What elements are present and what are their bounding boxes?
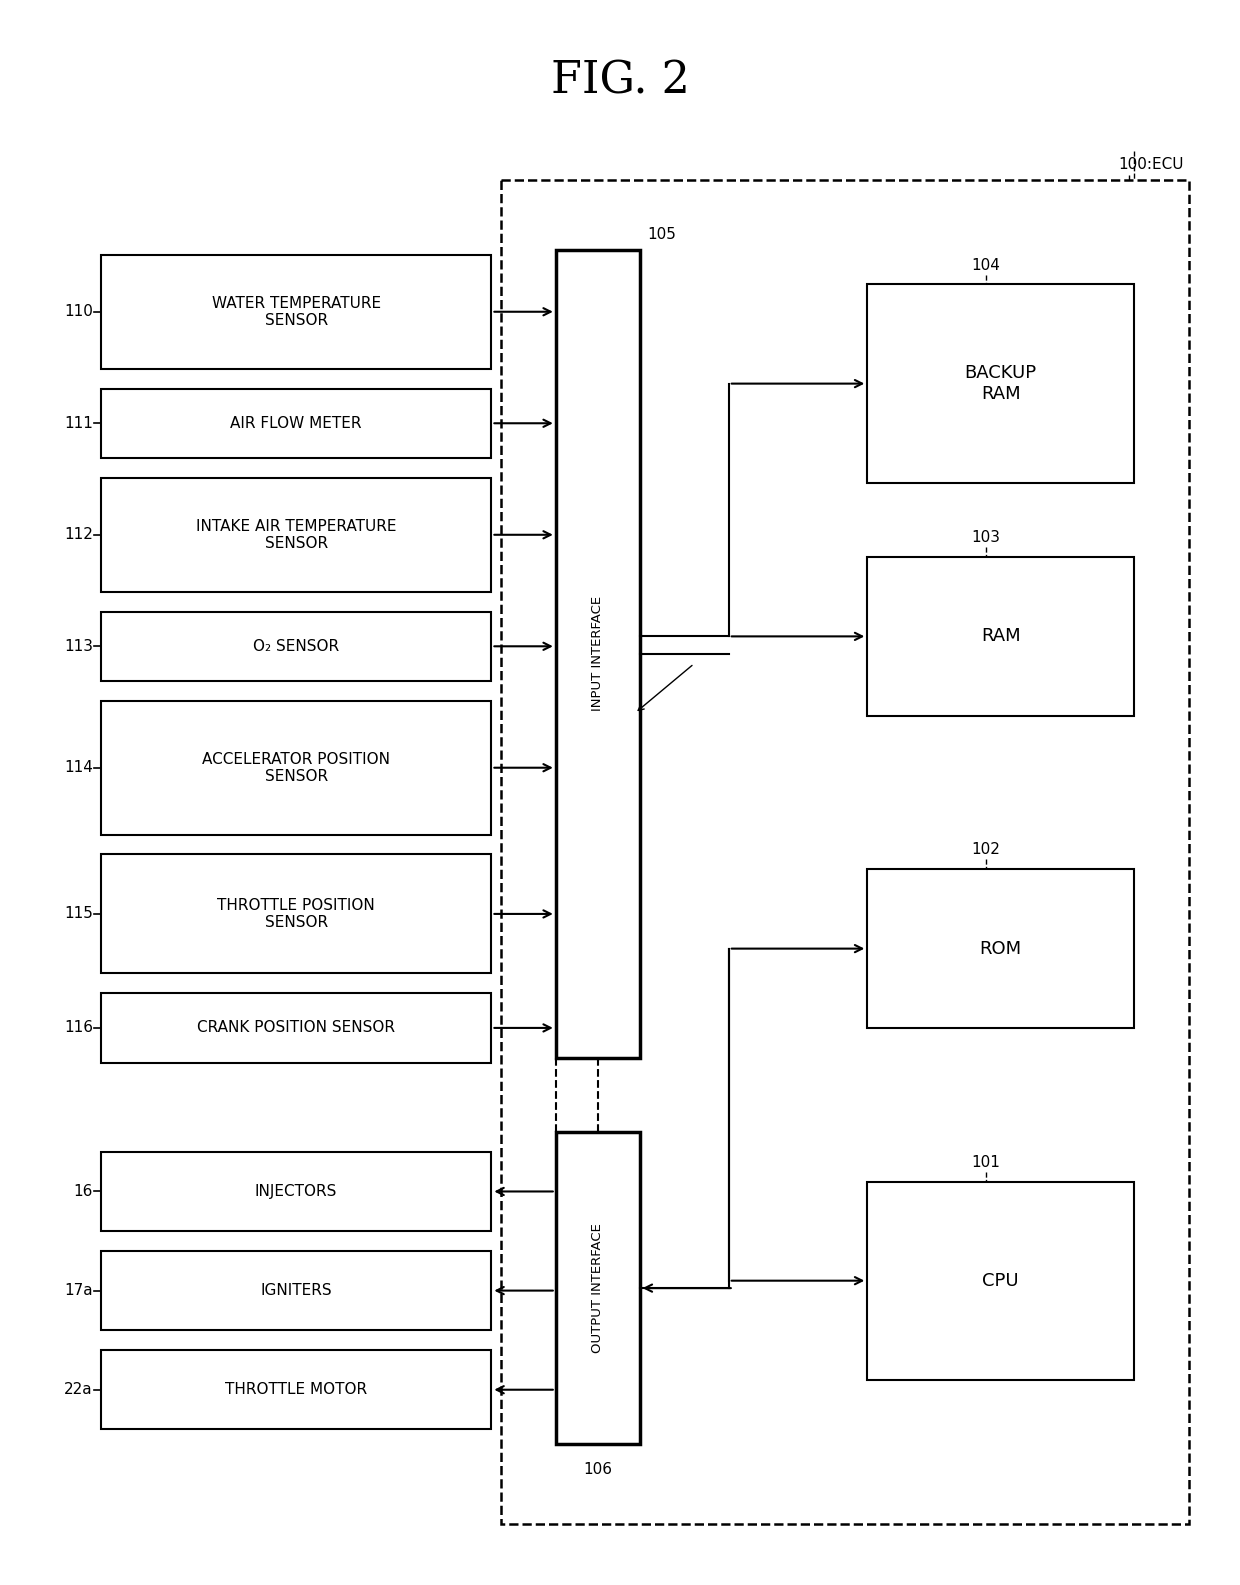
Bar — [100, 1152, 491, 1232]
Bar — [867, 284, 1135, 483]
Bar — [100, 701, 491, 835]
Text: 101: 101 — [971, 1154, 1001, 1170]
Bar — [501, 181, 1189, 1523]
Text: 110: 110 — [64, 304, 93, 319]
Bar — [867, 869, 1135, 1029]
Text: 17a: 17a — [64, 1284, 93, 1298]
Text: INJECTORS: INJECTORS — [255, 1184, 337, 1198]
Text: 113: 113 — [64, 639, 93, 653]
Bar — [556, 250, 640, 1057]
Bar — [556, 1132, 640, 1444]
Bar — [867, 556, 1135, 716]
Text: 22a: 22a — [64, 1382, 93, 1398]
Text: BACKUP
RAM: BACKUP RAM — [965, 365, 1037, 403]
Text: THROTTLE MOTOR: THROTTLE MOTOR — [226, 1382, 367, 1398]
Text: 115: 115 — [64, 907, 93, 921]
Bar — [100, 1350, 491, 1430]
Bar — [100, 255, 491, 369]
Bar — [100, 612, 491, 682]
Bar — [100, 854, 491, 973]
Text: CRANK POSITION SENSOR: CRANK POSITION SENSOR — [197, 1021, 396, 1035]
Text: 104: 104 — [971, 258, 1001, 273]
Text: 102: 102 — [971, 842, 1001, 857]
Text: OUTPUT INTERFACE: OUTPUT INTERFACE — [591, 1224, 604, 1354]
Text: O₂ SENSOR: O₂ SENSOR — [253, 639, 340, 653]
Text: IGNITERS: IGNITERS — [260, 1284, 332, 1298]
Text: 100:ECU: 100:ECU — [1118, 157, 1184, 173]
Text: WATER TEMPERATURE
SENSOR: WATER TEMPERATURE SENSOR — [212, 295, 381, 328]
Text: 103: 103 — [971, 531, 1001, 545]
Text: INTAKE AIR TEMPERATURE
SENSOR: INTAKE AIR TEMPERATURE SENSOR — [196, 518, 397, 552]
Text: 114: 114 — [64, 761, 93, 775]
Text: 105: 105 — [647, 227, 677, 243]
Text: INPUT INTERFACE: INPUT INTERFACE — [591, 596, 604, 712]
Text: THROTTLE POSITION
SENSOR: THROTTLE POSITION SENSOR — [217, 897, 374, 930]
Bar — [100, 994, 491, 1062]
Text: 112: 112 — [64, 528, 93, 542]
Text: RAM: RAM — [981, 628, 1021, 645]
Bar — [100, 388, 491, 458]
Bar — [100, 477, 491, 591]
Text: 116: 116 — [64, 1021, 93, 1035]
Bar — [100, 1251, 491, 1330]
Text: ROM: ROM — [980, 940, 1022, 957]
Text: 16: 16 — [73, 1184, 93, 1198]
Text: FIG. 2: FIG. 2 — [551, 60, 689, 103]
Text: ACCELERATOR POSITION
SENSOR: ACCELERATOR POSITION SENSOR — [202, 751, 391, 785]
Text: AIR FLOW METER: AIR FLOW METER — [231, 415, 362, 431]
Text: CPU: CPU — [982, 1271, 1019, 1290]
Bar — [867, 1181, 1135, 1381]
Text: 111: 111 — [64, 415, 93, 431]
Text: 106: 106 — [583, 1461, 613, 1477]
